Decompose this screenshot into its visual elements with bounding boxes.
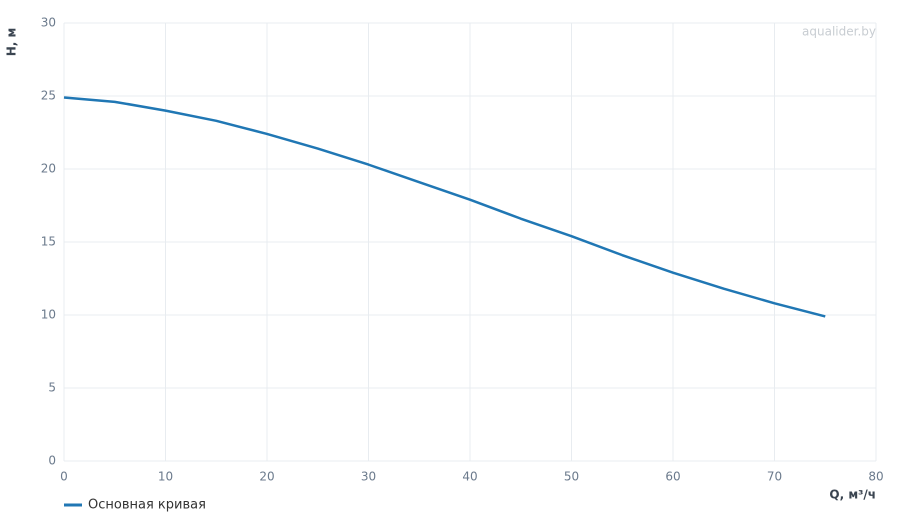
y-tick-label: 15 [41, 235, 56, 249]
x-tick-label: 10 [158, 470, 173, 484]
y-tick-label: 20 [41, 162, 56, 176]
x-tick-label: 40 [462, 470, 477, 484]
x-tick-label: 50 [564, 470, 579, 484]
x-tick-label: 20 [259, 470, 274, 484]
legend-label: Основная кривая [88, 498, 206, 513]
x-tick-label: 0 [60, 470, 68, 484]
y-tick-label: 30 [41, 16, 56, 30]
y-axis-title: H, м [5, 28, 19, 57]
x-tick-label: 70 [767, 470, 782, 484]
x-tick-label: 60 [665, 470, 680, 484]
x-axis-title: Q, м³/ч [829, 488, 876, 502]
x-tick-label: 30 [361, 470, 376, 484]
y-tick-label: 0 [48, 454, 56, 468]
y-tick-label: 10 [41, 308, 56, 322]
y-tick-label: 25 [41, 89, 56, 103]
x-tick-label: 80 [868, 470, 883, 484]
watermark: aqualider.by [802, 25, 876, 39]
line [63, 96, 826, 318]
y-tick-label: 5 [48, 381, 56, 395]
